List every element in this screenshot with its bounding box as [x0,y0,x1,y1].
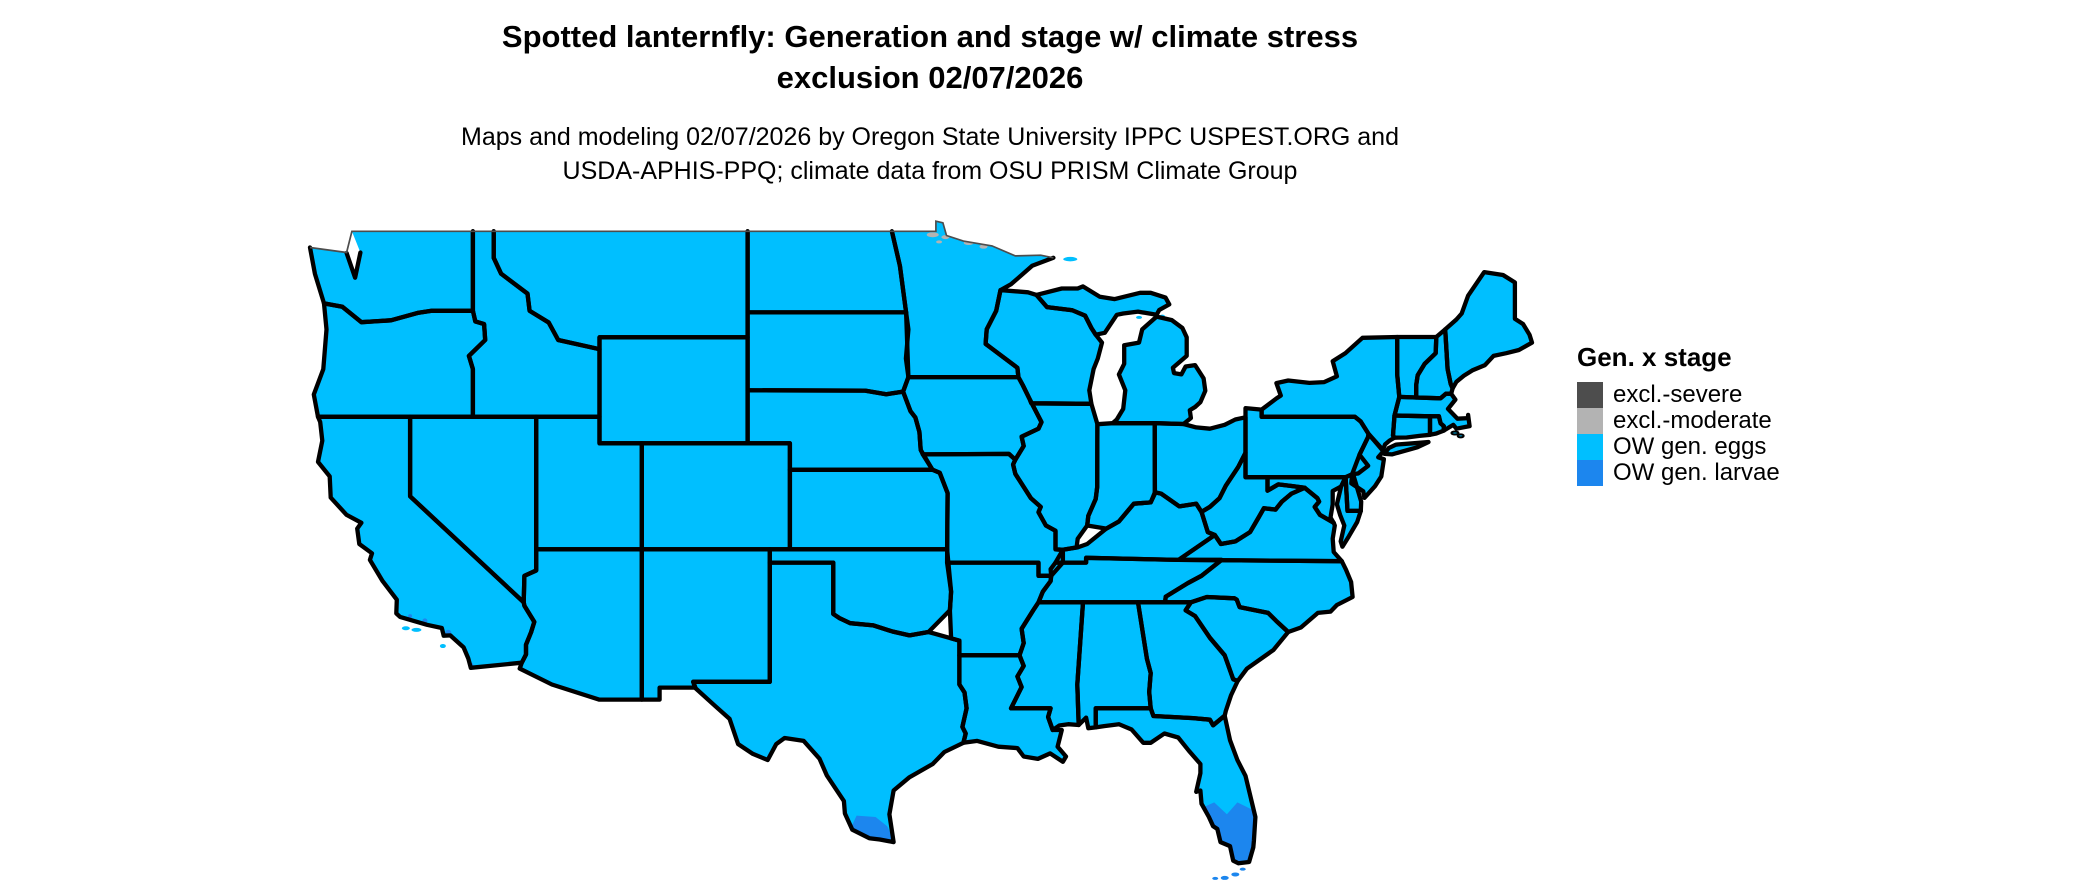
canada-border-line [309,220,1054,259]
state-ar [947,562,1052,656]
state-nm [641,549,770,700]
state-mo [922,453,1063,576]
legend-swatch-ow-gen-eggs [1577,434,1603,460]
state-id [468,231,600,417]
border-sc [1183,594,1291,684]
title-line-1: Spotted lanternfly: Generation and stage… [501,19,1359,54]
legend-row-excl-severe: excl.-severe [1577,381,1780,408]
massachusetts-island [1456,433,1465,439]
state-ok [769,549,952,636]
border-az [517,547,644,702]
state-ga [1138,602,1238,726]
state-nv [410,416,537,603]
florida-keys-island [1231,872,1240,877]
border-wa [344,250,363,280]
us-map [300,220,1540,888]
border-tx [691,560,969,845]
state-pa [1245,408,1369,478]
island-eggs [411,627,422,632]
subtitle-line-2: USDA-APHIS-PPQ; climate data from OSU PR… [562,157,1298,185]
border-li [1382,439,1431,457]
state-wy [599,337,748,444]
state-wa [310,231,473,323]
state-il [1013,400,1098,550]
legend-row-ow-gen-larvae: OW gen. larvae [1577,459,1780,486]
legend-swatch-excl-severe [1577,382,1603,408]
island-eggs [1136,315,1143,319]
legend-label-ow-gen-eggs: OW gen. eggs [1613,433,1767,460]
state-az [519,549,642,700]
islands [401,256,1465,880]
state-nc [1165,559,1353,632]
state-sc [1185,597,1289,681]
legend-title: Gen. x stage [1577,342,1732,372]
state-me [1445,272,1532,389]
state-nh [1416,329,1453,399]
florida-keys-island [1212,876,1219,880]
state-or [313,303,486,417]
legend-swatch-excl-moderate [1577,408,1603,434]
florida-keys-island [1220,875,1229,880]
state-mt [493,231,748,350]
page-subtitle: Maps and modeling 02/07/2026 by Oregon S… [30,120,1830,188]
island-eggs [1063,256,1078,262]
massachusetts-island [1450,430,1460,436]
state-wv [1201,452,1305,544]
florida-keys-island [1239,867,1246,871]
state-tx [693,562,967,843]
state-mn [891,221,1054,378]
state-ny [1261,337,1400,450]
border-fl [1093,706,1258,866]
title-line-2: exclusion 02/07/2026 [776,60,1084,95]
state-wi [985,290,1102,404]
state-vt [1397,337,1437,398]
state-ms [1011,602,1083,730]
state-ca [318,416,535,668]
state-tn [1038,557,1222,603]
minnesota-moderate-speck [936,240,943,244]
border-me [1443,269,1535,391]
legend: Gen. x stage excl.-severe excl.-moderate… [1577,342,1780,486]
legend-swatch-ow-gen-larvae [1577,460,1603,486]
border-mdw [1265,475,1348,525]
page-title: Spotted lanternfly: Generation and stage… [30,16,1830,98]
state-ky [1055,492,1215,563]
legend-label-excl-moderate: excl.-moderate [1613,407,1772,434]
state-al [1077,602,1151,729]
state-borders [307,229,1535,866]
border-miu [1034,284,1172,337]
border-or [311,301,488,419]
state-co [641,443,790,550]
state-ia [903,377,1042,460]
us-map-svg [307,220,1535,880]
state-nd [747,231,907,313]
state-ne [747,390,933,470]
state-sd [747,312,909,395]
state-ut [536,416,642,550]
state-ct [1393,415,1430,438]
state-miu [1036,286,1170,335]
state-fills [310,221,1532,864]
legend-row-excl-moderate: excl.-moderate [1577,407,1780,434]
island-eggs [439,644,446,649]
legend-label-excl-severe: excl.-severe [1613,381,1743,408]
minnesota-moderate-speck [926,232,939,238]
border-nj [1349,431,1387,501]
state-ks [789,469,948,550]
island-eggs [401,626,410,631]
legend-label-ow-gen-larvae: OW gen. larvae [1613,459,1780,486]
socal-larvae-speck [408,614,413,619]
legend-row-ow-gen-eggs: OW gen. eggs [1577,433,1780,460]
state-mdw [1267,477,1346,523]
subtitle-line-1: Maps and modeling 02/07/2026 by Oregon S… [461,123,1399,151]
border-mil [1110,314,1208,427]
